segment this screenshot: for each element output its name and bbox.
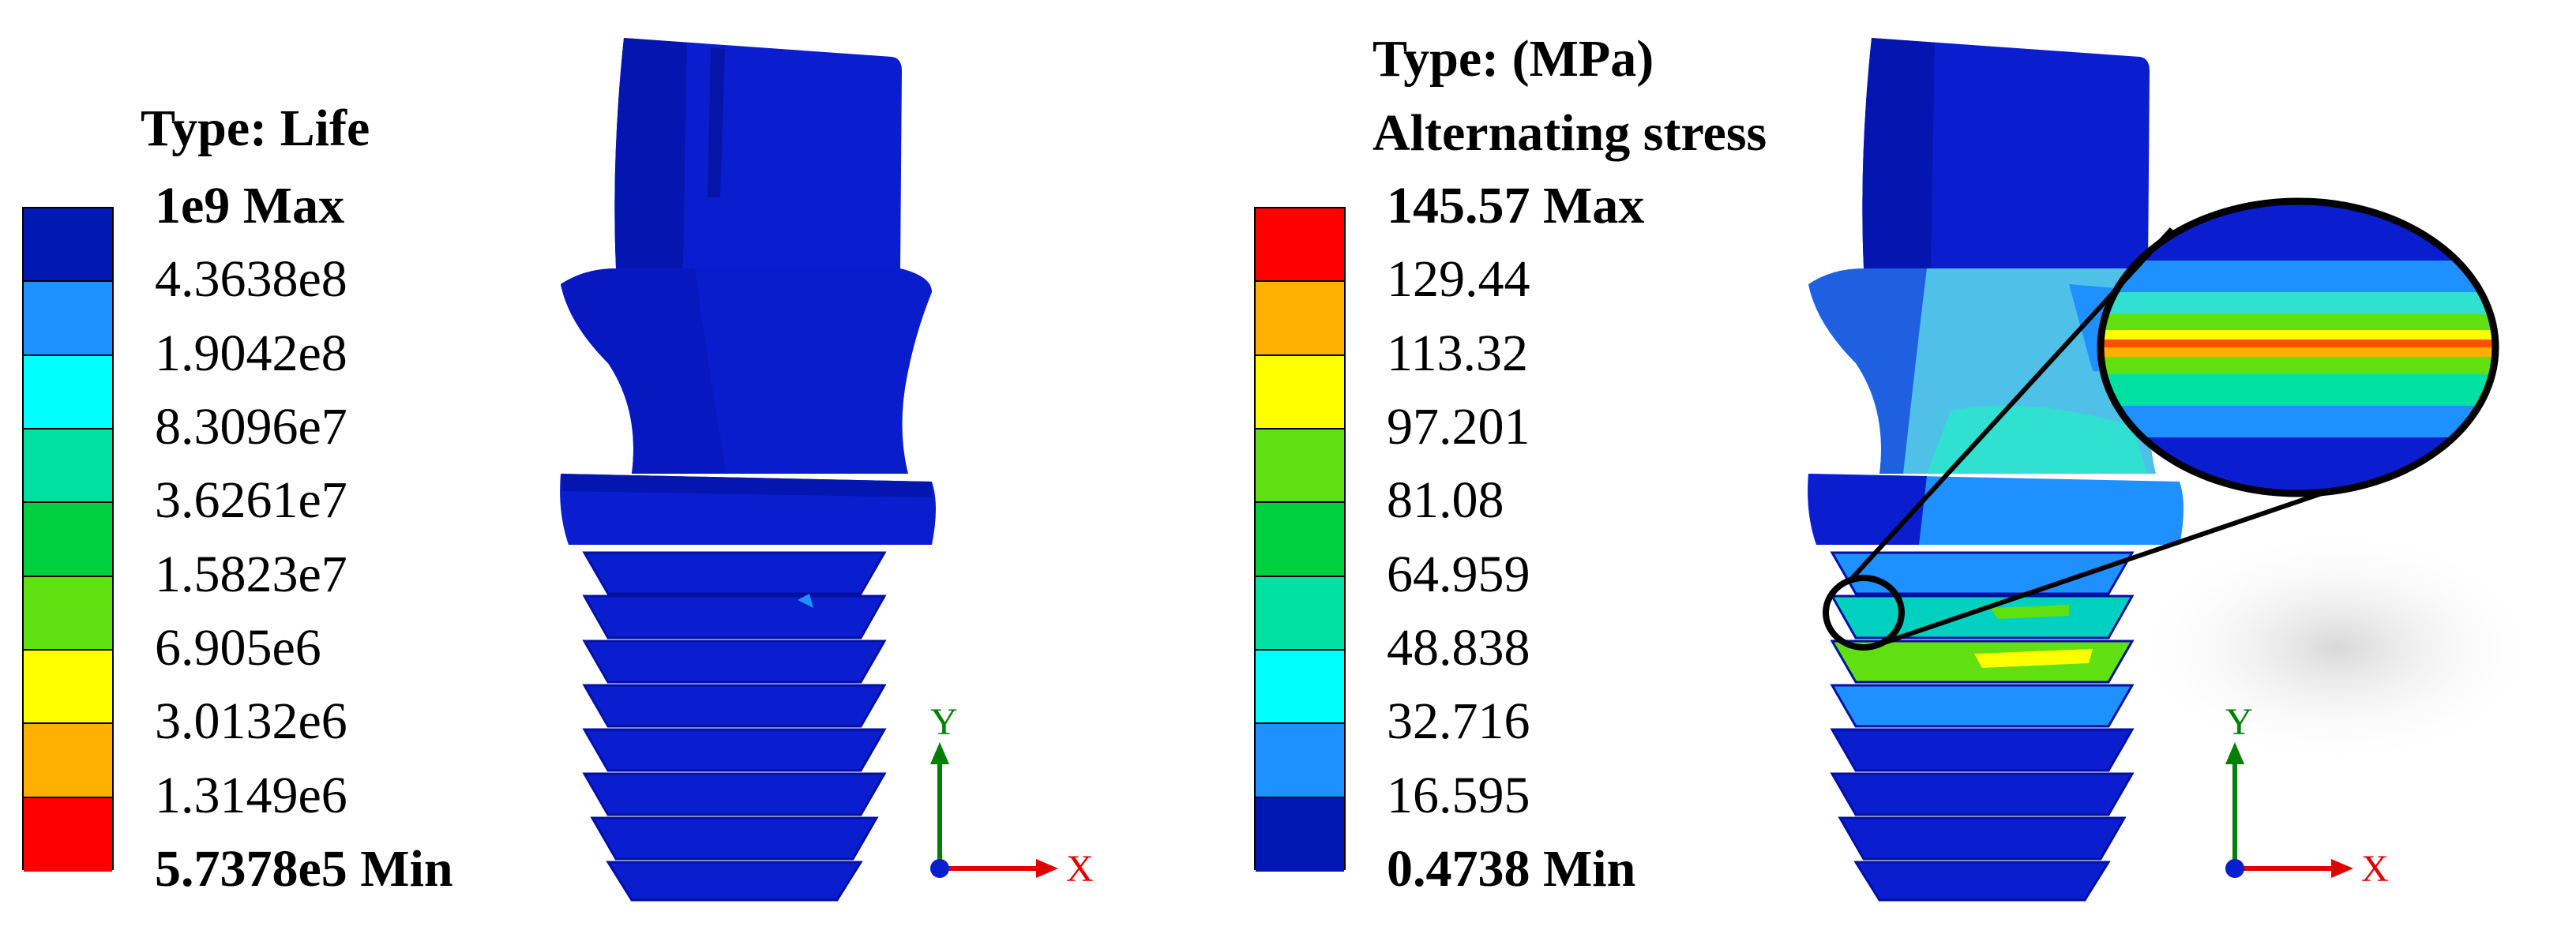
- life-tick-label: 1.3149e6: [155, 766, 347, 824]
- life-tick-label: 4.3638e8: [155, 250, 347, 309]
- life-tick-label: 8.3096e7: [155, 398, 347, 456]
- stress-tick-label: 129.44: [1387, 250, 1530, 309]
- stress-swatch: [1256, 355, 1344, 429]
- stress-swatch: [1256, 503, 1344, 577]
- life-tick-label: 1.5823e7: [155, 545, 347, 603]
- life-panel: Type: Life 1e9 Max 4.3638e8 1.9042e8 8.3096…: [0, 0, 1106, 949]
- stress-axis-triad: Y X: [2225, 701, 2389, 890]
- y-axis-label: Y: [930, 701, 958, 743]
- life-legend-title: Type: Life: [141, 99, 370, 157]
- stress-tick-label: 64.959: [1387, 545, 1530, 603]
- life-tick-label: 1.9042e8: [155, 324, 347, 382]
- stress-swatch: [1256, 797, 1344, 872]
- life-color-bar: [22, 207, 114, 872]
- stress-swatch: [1256, 724, 1344, 798]
- life-swatch: [24, 503, 112, 577]
- life-axis-triad: Y X: [930, 701, 1094, 890]
- implant-life-model: [560, 38, 936, 902]
- life-swatch: [24, 282, 112, 356]
- stress-legend-unit: Type: (MPa): [1372, 30, 1654, 88]
- stress-swatch: [1256, 208, 1344, 283]
- life-swatch: [24, 650, 112, 725]
- life-swatch: [24, 576, 112, 651]
- stress-tick-label: 113.32: [1387, 324, 1529, 382]
- stress-swatch: [1256, 650, 1344, 725]
- life-tick-label: 1e9 Max: [155, 177, 345, 234]
- life-swatch: [24, 355, 112, 429]
- stress-tick-label: 81.08: [1387, 471, 1504, 530]
- life-tick-label: 3.0132e6: [155, 692, 347, 751]
- y-axis-label: Y: [2225, 701, 2253, 743]
- stress-tick-label: 0.4738 Min: [1387, 840, 1636, 898]
- stress-swatch: [1256, 282, 1344, 356]
- life-swatch: [24, 429, 112, 504]
- implant-stress-model: [1808, 38, 2543, 902]
- life-tick-label: 6.905e6: [155, 619, 321, 677]
- stress-tick-label: 32.716: [1387, 692, 1530, 751]
- stress-tick-label: 97.201: [1387, 398, 1530, 456]
- stress-swatch: [1256, 429, 1344, 504]
- life-tick-label: 5.7378e5 Min: [155, 840, 453, 898]
- stress-legend-title: Alternating stress: [1372, 104, 1767, 162]
- stress-tick-label: 48.838: [1387, 619, 1530, 677]
- life-swatch: [24, 208, 112, 283]
- life-swatch: [24, 797, 112, 872]
- x-axis-label: X: [1066, 848, 1094, 890]
- stress-color-bar: [1254, 207, 1346, 872]
- stress-swatch: [1256, 576, 1344, 651]
- stress-tick-label: 145.57 Max: [1387, 177, 1645, 234]
- stress-panel: Type: (MPa) Alternating stress 145.57 Ma…: [1232, 0, 2576, 949]
- stress-tick-label: 16.595: [1387, 766, 1530, 824]
- x-axis-label: X: [2361, 848, 2389, 890]
- life-swatch: [24, 724, 112, 798]
- life-tick-label: 3.6261e7: [155, 471, 347, 530]
